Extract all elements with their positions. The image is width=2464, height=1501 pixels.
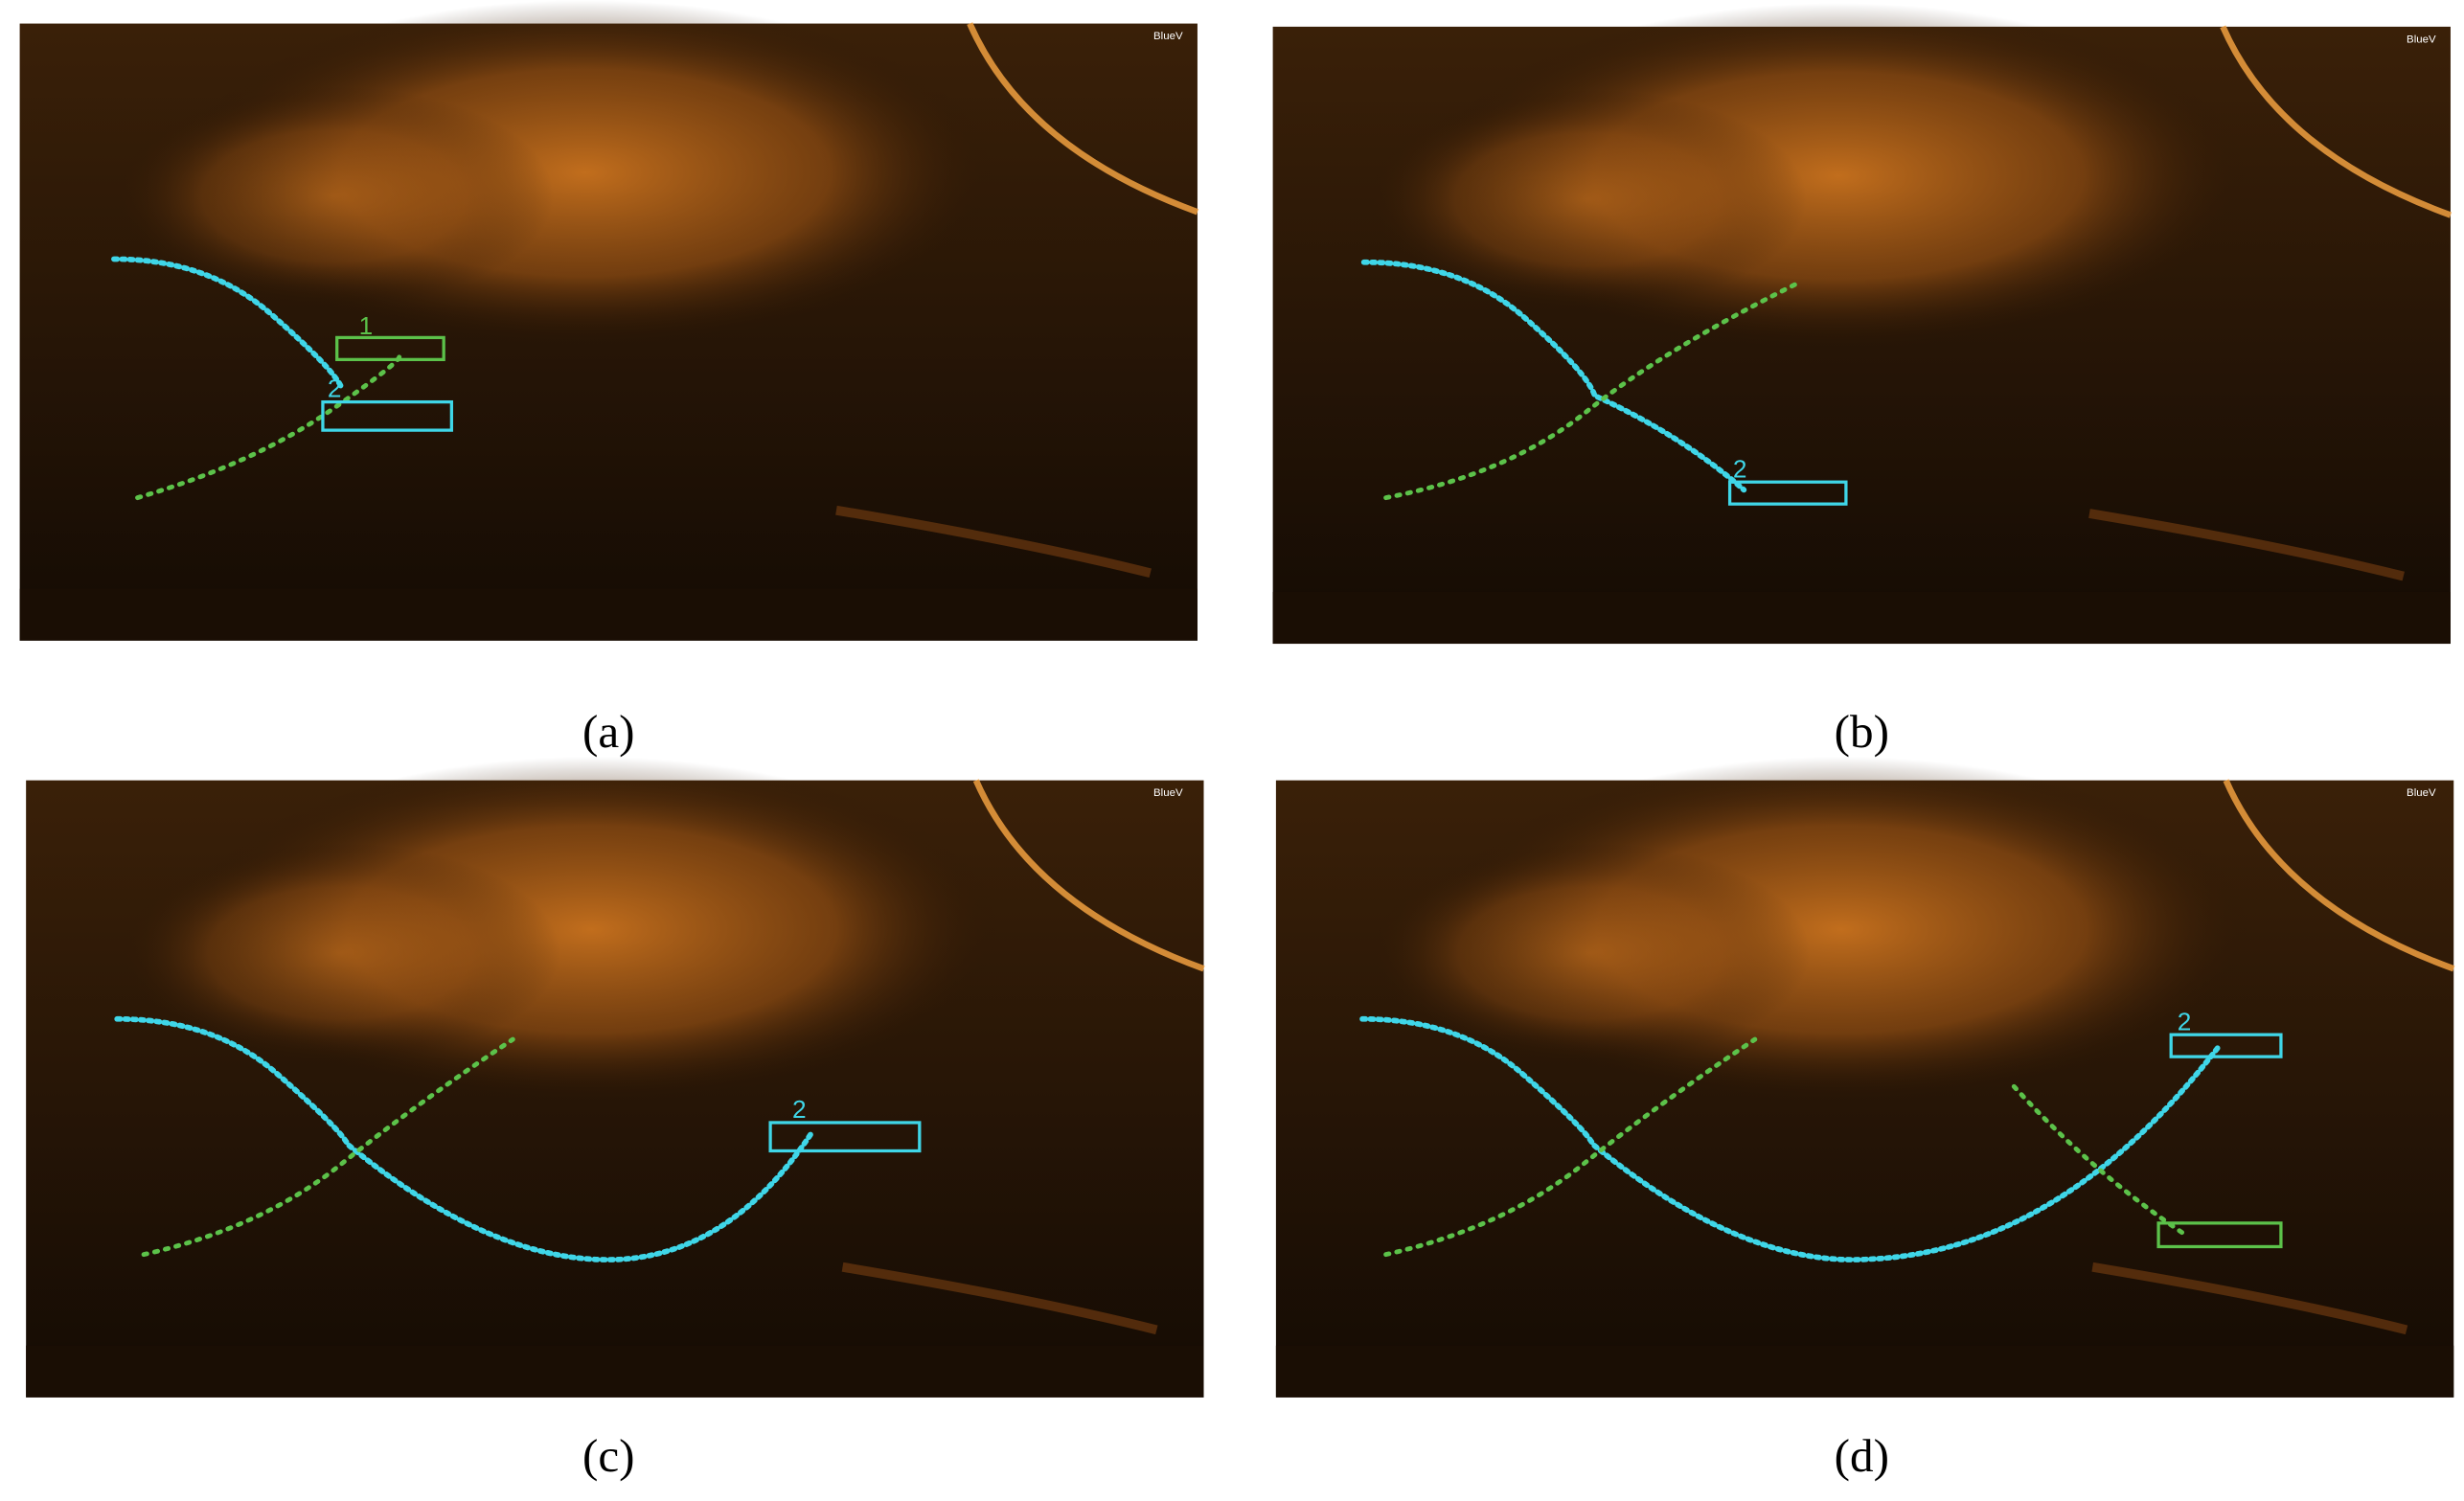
box [768, 1121, 922, 1153]
track [135, 353, 402, 501]
track [1360, 259, 1747, 493]
logo: BlueV [1153, 787, 1183, 799]
track [1383, 280, 1802, 501]
box-label: 2 [2178, 1007, 2192, 1035]
caption: (c) [582, 1429, 635, 1482]
track [1383, 1036, 1758, 1258]
track [141, 1036, 515, 1258]
box-label: 2 [328, 375, 342, 403]
logo: BlueV [1153, 31, 1183, 42]
box [1727, 480, 1848, 506]
caption: (a) [582, 705, 635, 758]
box [321, 399, 453, 432]
box [2156, 1221, 2283, 1249]
track [1359, 1015, 2222, 1262]
caption: (b) [1835, 705, 1889, 758]
panel: BlueV 2 [1273, 3, 2451, 644]
panel: BlueV 2 [26, 757, 1203, 1398]
logo: BlueV [2407, 787, 2436, 799]
panel: BlueV 1 2 [20, 0, 1198, 641]
caption: (d) [1835, 1429, 1889, 1482]
box-label: 2 [792, 1095, 807, 1124]
track [2011, 1083, 2190, 1239]
track [114, 1015, 814, 1262]
logo: BlueV [2407, 34, 2436, 45]
box-label: 1 [359, 311, 374, 340]
panel: BlueV 2 [1276, 757, 2453, 1398]
box [335, 335, 445, 361]
track [111, 256, 345, 391]
box-label: 2 [1733, 454, 1747, 483]
box [2169, 1033, 2283, 1058]
